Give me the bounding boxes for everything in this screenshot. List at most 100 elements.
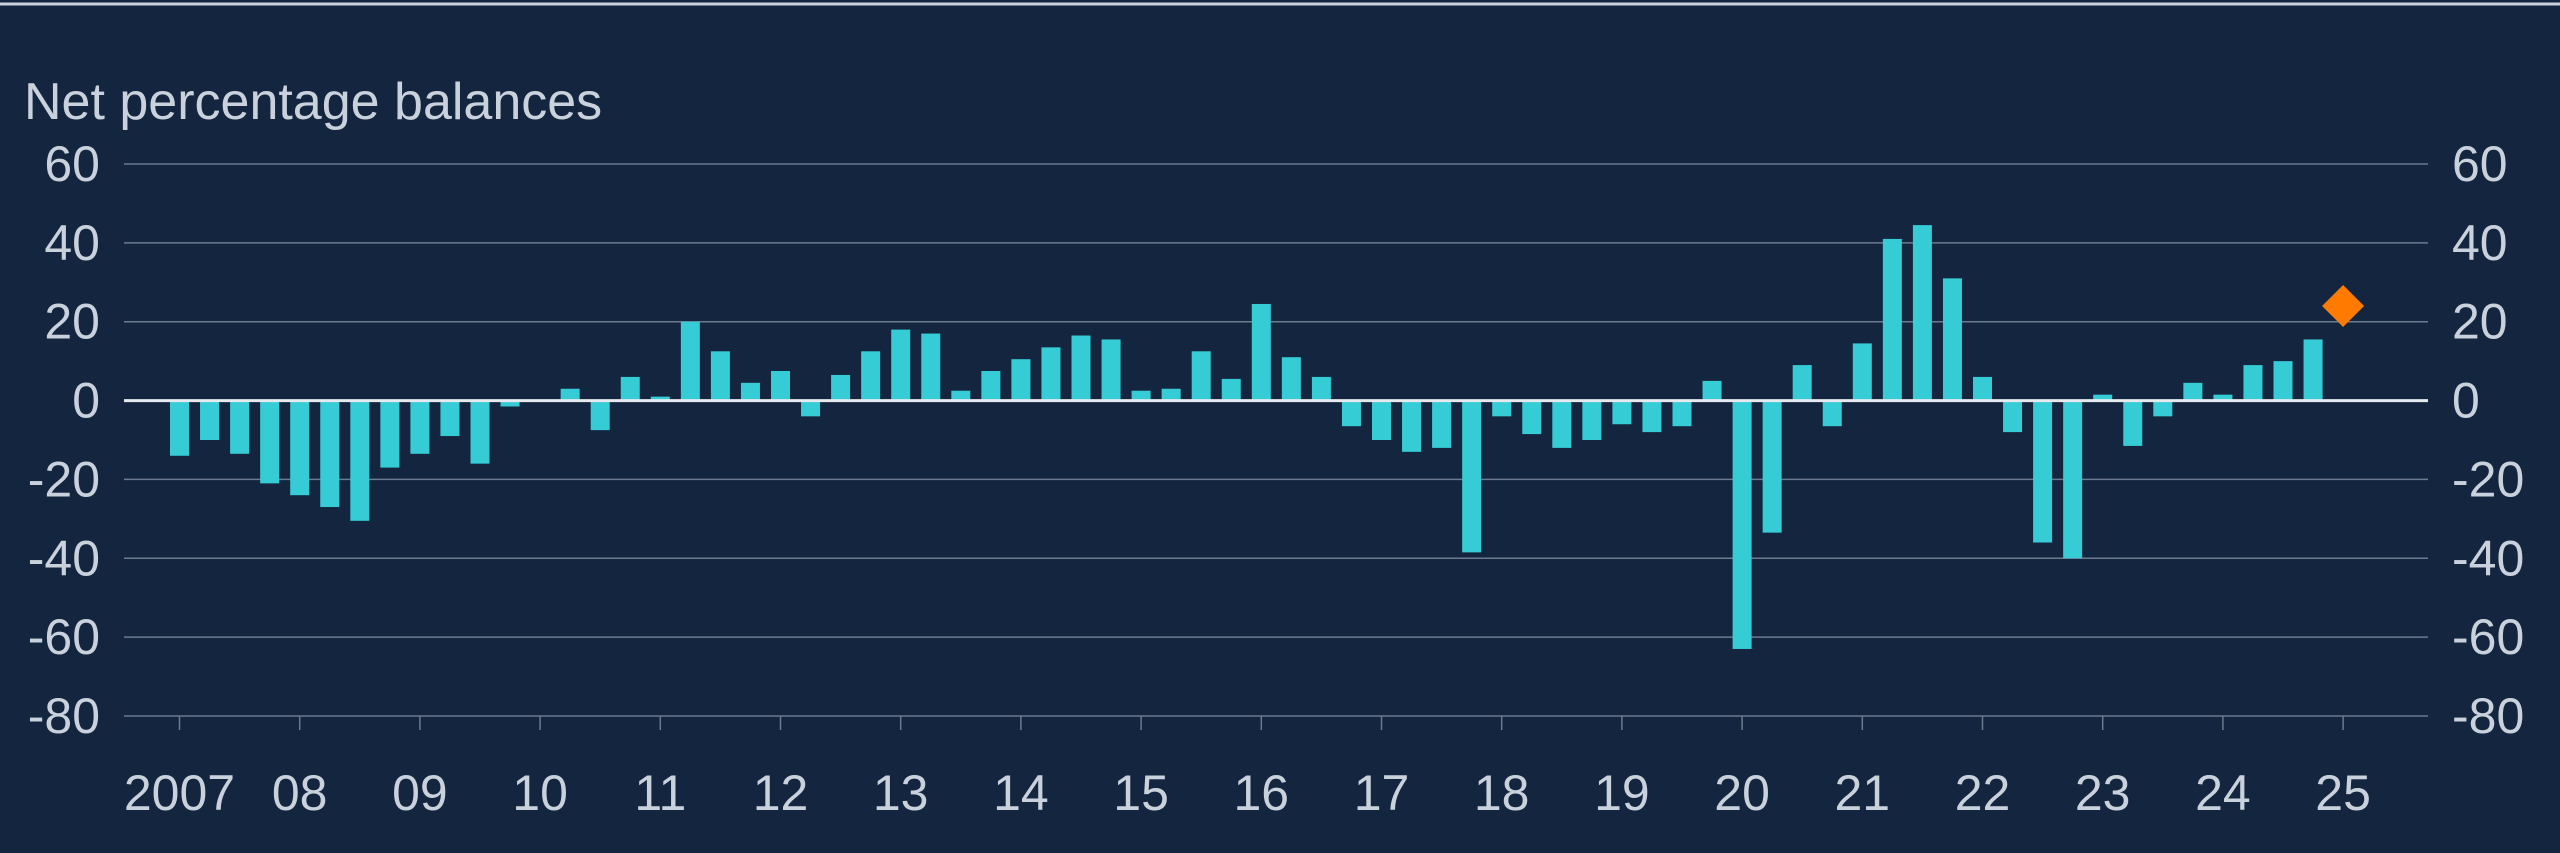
y-axis-left-labels: 60 40 20 0 -20 -40 -60 -80 <box>28 136 100 744</box>
bar <box>951 390 971 401</box>
bar <box>1432 400 1452 448</box>
bar <box>380 400 400 468</box>
y-tick-label-right: -20 <box>2452 451 2524 507</box>
x-tick-label: 20 <box>1714 765 1770 821</box>
bar <box>1311 376 1331 401</box>
bar <box>1792 365 1812 401</box>
x-tick-label: 18 <box>1474 765 1530 821</box>
bar <box>2303 339 2323 401</box>
x-tick-label: 09 <box>392 765 448 821</box>
x-tick-label: 13 <box>873 765 929 821</box>
bar <box>350 400 370 521</box>
bar <box>1882 238 1902 401</box>
y-tick-label-right: 20 <box>2452 294 2508 350</box>
y-tick-label-left: -80 <box>28 688 100 744</box>
y-tick-label-left: 60 <box>44 136 100 192</box>
x-tick-label: 25 <box>2315 765 2371 821</box>
x-axis-ticks <box>178 716 2344 730</box>
bar <box>1011 359 1031 401</box>
bar <box>440 400 460 437</box>
y-tick-label-left: 20 <box>44 294 100 350</box>
bar <box>1281 357 1301 401</box>
bar <box>1973 376 1992 401</box>
bar <box>1131 390 1151 401</box>
bar <box>981 371 1001 401</box>
bar <box>921 333 941 401</box>
bar <box>1702 380 1722 401</box>
x-tick-label: 23 <box>2075 765 2131 821</box>
bar <box>560 388 580 401</box>
bar <box>1582 400 1602 440</box>
x-tick-label: 14 <box>993 765 1049 821</box>
bar <box>1852 343 1872 401</box>
y-axis-unit-label: Net percentage balances <box>24 73 602 131</box>
bar <box>1822 400 1842 427</box>
bar <box>1942 278 1962 401</box>
y-tick-label-right: 0 <box>2452 373 2480 429</box>
y-tick-label-left: -20 <box>28 451 100 507</box>
x-tick-label: 08 <box>272 765 328 821</box>
bar <box>290 400 310 496</box>
x-tick-label: 2007 <box>124 765 235 821</box>
bar <box>1402 400 1422 452</box>
y-tick-label-left: -60 <box>28 609 100 665</box>
bar <box>200 400 220 440</box>
bar <box>2003 400 2023 433</box>
bar <box>680 321 700 401</box>
y-tick-label-left: -40 <box>28 530 100 586</box>
y-tick-label-right: 60 <box>2452 136 2508 192</box>
diamond-marker <box>2322 284 2365 327</box>
bar <box>2273 361 2293 401</box>
bar <box>1642 400 1662 433</box>
bar <box>620 376 640 401</box>
bar <box>861 351 881 401</box>
gridlines <box>124 163 2428 717</box>
bar <box>891 329 911 401</box>
bar <box>710 351 730 401</box>
bar <box>1552 400 1572 448</box>
bar <box>1071 335 1091 401</box>
x-tick-label: 19 <box>1594 765 1650 821</box>
bar <box>1912 225 1932 401</box>
y-tick-label-right: -60 <box>2452 609 2524 665</box>
bar <box>2213 394 2233 401</box>
bar <box>2063 400 2083 559</box>
bar <box>2183 382 2203 401</box>
bar <box>410 400 430 454</box>
bar-series <box>170 225 2323 649</box>
bar <box>1762 400 1782 533</box>
x-tick-label: 16 <box>1233 765 1289 821</box>
bar <box>1462 400 1482 553</box>
bar <box>1492 400 1512 417</box>
bar <box>1341 400 1361 427</box>
bar <box>740 382 760 401</box>
bar <box>2123 400 2143 446</box>
bar <box>1251 303 1271 401</box>
bar <box>1672 400 1692 427</box>
bar <box>1191 351 1211 401</box>
x-tick-label: 24 <box>2195 765 2251 821</box>
bar <box>1161 388 1181 401</box>
bar <box>1041 347 1061 401</box>
bar <box>170 400 189 456</box>
bar <box>320 400 340 508</box>
y-tick-label-left: 40 <box>44 215 100 271</box>
y-tick-label-right: 40 <box>2452 215 2508 271</box>
bar <box>230 400 250 454</box>
bar <box>1101 339 1121 401</box>
marker-series <box>2322 284 2365 327</box>
bar <box>1372 400 1391 440</box>
y-axis-right-labels: 60 40 20 0 -20 -40 -60 -80 <box>2452 136 2524 744</box>
bar <box>650 396 670 401</box>
x-tick-label: 15 <box>1113 765 1169 821</box>
bar <box>2093 394 2113 401</box>
y-tick-label-right: -80 <box>2452 688 2524 744</box>
x-tick-label: 12 <box>753 765 809 821</box>
bar <box>2153 400 2173 417</box>
y-tick-label-right: -40 <box>2452 530 2524 586</box>
x-tick-label: 11 <box>634 765 686 821</box>
x-axis-labels: 2007 08 09 10 11 12 13 14 15 16 17 18 19 20 21 22 23 24 25 <box>124 765 2371 821</box>
bar <box>590 400 610 431</box>
bar <box>470 400 490 464</box>
